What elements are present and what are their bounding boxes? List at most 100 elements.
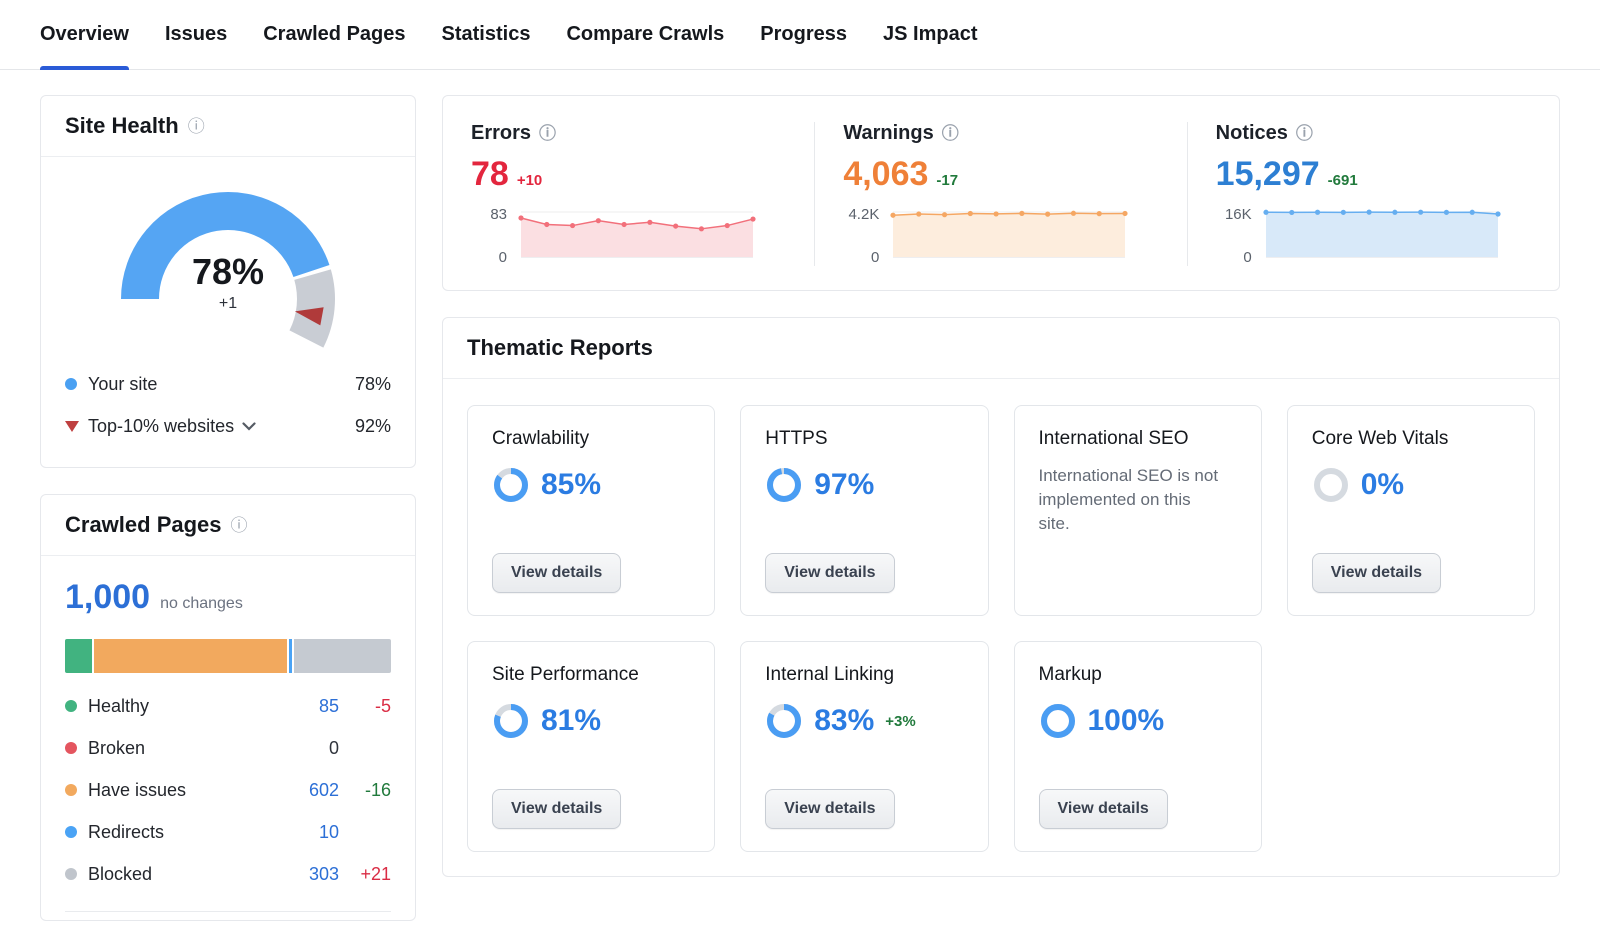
report-score-delta: +3%: [885, 712, 916, 730]
legend-row-healthy: Healthy 85 -5: [65, 685, 391, 727]
report-title: Internal Linking: [765, 664, 895, 685]
your-site-dot-icon: [65, 378, 77, 390]
report-title: Site Performance: [492, 664, 639, 685]
tab-overview[interactable]: Overview: [40, 0, 129, 70]
report-score: 100%: [1087, 704, 1165, 737]
errors-count[interactable]: 78: [471, 155, 509, 193]
crawled-pages-title: Crawled Pages: [65, 512, 222, 537]
legend-value-link[interactable]: 303: [308, 863, 339, 884]
view-details-button[interactable]: View details: [1311, 553, 1442, 593]
report-card-markup: Markup 100% View details: [1013, 641, 1262, 852]
report-card-site-performance: Site Performance 81% View details: [467, 641, 716, 852]
legend-row-broken: Broken 0: [65, 727, 391, 769]
tab-crawled-pages[interactable]: Crawled Pages: [263, 23, 406, 45]
tab-compare-crawls[interactable]: Compare Crawls: [566, 23, 725, 45]
legend-row-blocked: Blocked 303 +21: [65, 853, 391, 895]
report-score: 0%: [1360, 468, 1405, 501]
errors-axis: 83 0: [490, 206, 507, 266]
info-icon[interactable]: ⓘ: [187, 116, 205, 136]
warnings-delta: -17: [936, 172, 959, 189]
site-performance-donut-icon: [494, 704, 528, 738]
issues-summary-card: Errors ⓘ 78 +10 83 0 Warnings: [442, 95, 1560, 291]
legend-value: 92%: [354, 415, 391, 436]
warnings-count[interactable]: 4,063: [843, 155, 929, 193]
legend-row-top10-websites: Top-10% websites 92%: [65, 405, 391, 447]
info-icon[interactable]: ⓘ: [539, 124, 557, 143]
notices-delta: -691: [1327, 172, 1358, 189]
site-health-legend: Your site 78% Top-10% websites 92%: [41, 357, 415, 467]
report-card-international-seo: International SEO International SEO is n…: [1013, 405, 1262, 616]
redirects-dot-icon: [65, 826, 77, 838]
errors-delta: +10: [516, 172, 543, 189]
crawled-pages-change-note: no changes: [160, 595, 243, 612]
report-title: International SEO: [1038, 428, 1189, 449]
report-score: 81%: [541, 704, 602, 737]
tab-progress[interactable]: Progress: [760, 23, 848, 45]
metric-errors: Errors ⓘ 78 +10 83 0: [443, 122, 814, 266]
crawled-pages-total[interactable]: 1,000: [65, 578, 151, 616]
bar-segment-have-issues[interactable]: [94, 639, 287, 673]
report-card-core-web-vitals: Core Web Vitals 0% View details: [1286, 405, 1535, 616]
bar-segment-healthy[interactable]: [65, 639, 93, 673]
tab-bar: Overview Issues Crawled Pages Statistics…: [0, 0, 1600, 70]
site-health-gauge: 78% +1: [88, 169, 368, 357]
legend-value: 0: [328, 737, 339, 758]
view-details-button[interactable]: View details: [492, 789, 622, 829]
divider: [65, 911, 391, 912]
chevron-down-icon[interactable]: [242, 421, 256, 431]
crawled-pages-card: Crawled Pages ⓘ 1,000 no changes Healthy…: [40, 494, 416, 921]
view-details-button[interactable]: View details: [765, 789, 895, 829]
legend-value-link[interactable]: 10: [318, 821, 339, 842]
report-title: Core Web Vitals: [1311, 428, 1449, 449]
site-health-title: Site Health: [65, 113, 179, 138]
info-icon[interactable]: ⓘ: [941, 124, 959, 143]
site-health-score: 78%: [191, 251, 265, 292]
have-issues-dot-icon: [65, 784, 77, 796]
notices-count[interactable]: 15,297: [1215, 155, 1320, 193]
report-title: Crawlability: [492, 428, 590, 449]
errors-sparkline: [518, 211, 756, 258]
legend-delta: -16: [364, 779, 391, 800]
legend-value-link[interactable]: 85: [318, 695, 339, 716]
metric-warnings: Warnings ⓘ 4,063 -17 4.2K 0: [814, 122, 1186, 266]
metric-label: Warnings: [843, 122, 934, 144]
metric-label: Errors: [471, 122, 532, 144]
tab-issues[interactable]: Issues: [164, 23, 228, 45]
view-details-button[interactable]: View details: [492, 553, 622, 593]
thematic-reports-title: Thematic Reports: [467, 335, 653, 360]
metric-label: Notices: [1215, 122, 1288, 144]
metric-notices: Notices ⓘ 15,297 -691 16K 0: [1186, 122, 1559, 266]
report-title: HTTPS: [765, 428, 828, 449]
crawled-pages-bar: [65, 639, 391, 673]
report-card-internal-linking: Internal Linking 83% +3% View details: [740, 641, 989, 852]
bar-segment-redirects[interactable]: [288, 639, 293, 673]
view-details-button[interactable]: View details: [1038, 789, 1168, 829]
legend-label: Have issues: [88, 779, 187, 800]
healthy-dot-icon: [65, 700, 77, 712]
https-donut-icon: [767, 468, 802, 502]
internal-linking-donut-icon: [767, 704, 802, 738]
legend-row-your-site: Your site 78%: [65, 363, 391, 405]
site-health-gauge-svg: [121, 192, 335, 348]
tab-js-impact[interactable]: JS Impact: [883, 23, 978, 45]
report-score: 83%: [814, 704, 875, 737]
legend-value-link[interactable]: 602: [308, 779, 339, 800]
legend-delta: -5: [374, 695, 391, 716]
legend-label: Blocked: [88, 863, 153, 884]
warnings-axis: 4.2K 0: [848, 206, 880, 266]
view-details-button[interactable]: View details: [765, 553, 895, 593]
benchmark-marker-icon: [65, 420, 79, 432]
legend-row-redirects: Redirects 10: [65, 811, 391, 853]
site-health-card: Site Health ⓘ 78% +1 Your site 78% Top: [40, 95, 416, 468]
markup-donut-icon: [1040, 704, 1075, 738]
info-icon[interactable]: ⓘ: [1295, 124, 1313, 143]
legend-label: Redirects: [88, 821, 165, 842]
core-web-vitals-donut-icon: [1313, 468, 1348, 502]
bar-segment-blocked[interactable]: [294, 639, 391, 673]
legend-delta: +21: [360, 863, 391, 884]
broken-dot-icon: [65, 742, 77, 754]
info-icon[interactable]: ⓘ: [230, 515, 248, 535]
report-title: Markup: [1038, 664, 1102, 685]
tab-statistics[interactable]: Statistics: [441, 23, 531, 45]
site-health-score-delta: +1: [218, 295, 238, 312]
